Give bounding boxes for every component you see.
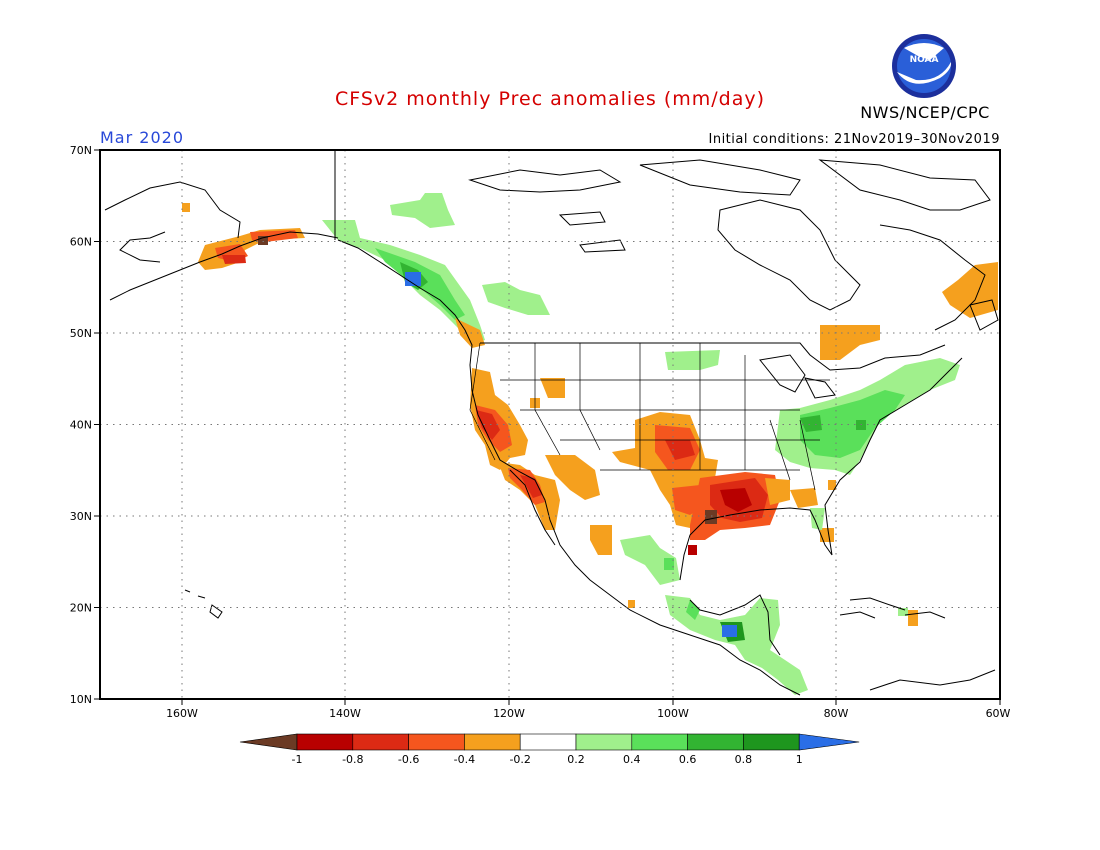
lon-label: 140W bbox=[329, 707, 361, 720]
colorbar-tick-label: 0.6 bbox=[679, 753, 697, 766]
colorbar-bin bbox=[743, 733, 800, 751]
forecast-month: Mar 2020 bbox=[100, 128, 184, 147]
state-borders bbox=[469, 342, 830, 491]
lat-label: 70N bbox=[70, 144, 92, 157]
colorbar-low-arrow bbox=[239, 733, 298, 751]
map-title: CFSv2 monthly Prec anomalies (mm/day) bbox=[334, 88, 766, 110]
noaa-logo: NOAA bbox=[892, 34, 956, 98]
lat-label: 20N bbox=[70, 602, 92, 615]
agency-label: NWS/NCEP/CPC bbox=[860, 103, 990, 122]
colorbar-tick-label: -0.8 bbox=[342, 753, 363, 766]
colorbar-tick-label: 1 bbox=[796, 753, 803, 766]
colorbar-bin bbox=[408, 733, 465, 751]
initial-conditions: Initial conditions: 21Nov2019–30Nov2019 bbox=[708, 132, 1000, 147]
lon-label: 60W bbox=[986, 707, 1011, 720]
colorbar-tick-label: 0.8 bbox=[735, 753, 753, 766]
lat-label: 40N bbox=[70, 419, 92, 432]
colorbar-bin bbox=[631, 733, 688, 751]
colorbar-bin bbox=[687, 733, 744, 751]
gridlines bbox=[100, 150, 1000, 699]
axis-ticks bbox=[94, 149, 1001, 705]
colorbar-bin bbox=[519, 733, 577, 751]
lat-label: 30N bbox=[70, 510, 92, 523]
lat-label: 50N bbox=[70, 327, 92, 340]
coastlines bbox=[104, 150, 999, 696]
lon-label: 160W bbox=[166, 707, 198, 720]
lat-label: 10N bbox=[70, 693, 92, 706]
colorbar-high-arrow bbox=[798, 733, 860, 751]
colorbar: -1 -0.8 -0.6 -0.4 -0.2 0.2 0.4 0.6 0.8 1 bbox=[239, 733, 860, 766]
colorbar-bin bbox=[352, 733, 409, 751]
colorbar-tick-label: -1 bbox=[292, 753, 303, 766]
logo-text: NOAA bbox=[910, 55, 939, 65]
colorbar-bin bbox=[575, 733, 633, 751]
colorbar-tick-label: -0.4 bbox=[454, 753, 475, 766]
colorbar-bin bbox=[296, 733, 354, 751]
colorbar-bin bbox=[464, 733, 521, 751]
colorbar-tick-label: -0.2 bbox=[509, 753, 530, 766]
colorbar-tick-label: 0.2 bbox=[567, 753, 585, 766]
anomaly-shading bbox=[182, 193, 998, 695]
colorbar-tick-label: -0.6 bbox=[398, 753, 419, 766]
longitude-labels: 160W 140W 120W 100W 80W 60W bbox=[166, 707, 1010, 720]
lon-label: 100W bbox=[657, 707, 689, 720]
lon-label: 80W bbox=[824, 707, 849, 720]
lon-label: 120W bbox=[493, 707, 525, 720]
latitude-labels: 70N 60N 50N 40N 30N 20N 10N bbox=[70, 144, 92, 706]
lat-label: 60N bbox=[70, 236, 92, 249]
colorbar-tick-label: 0.4 bbox=[623, 753, 641, 766]
